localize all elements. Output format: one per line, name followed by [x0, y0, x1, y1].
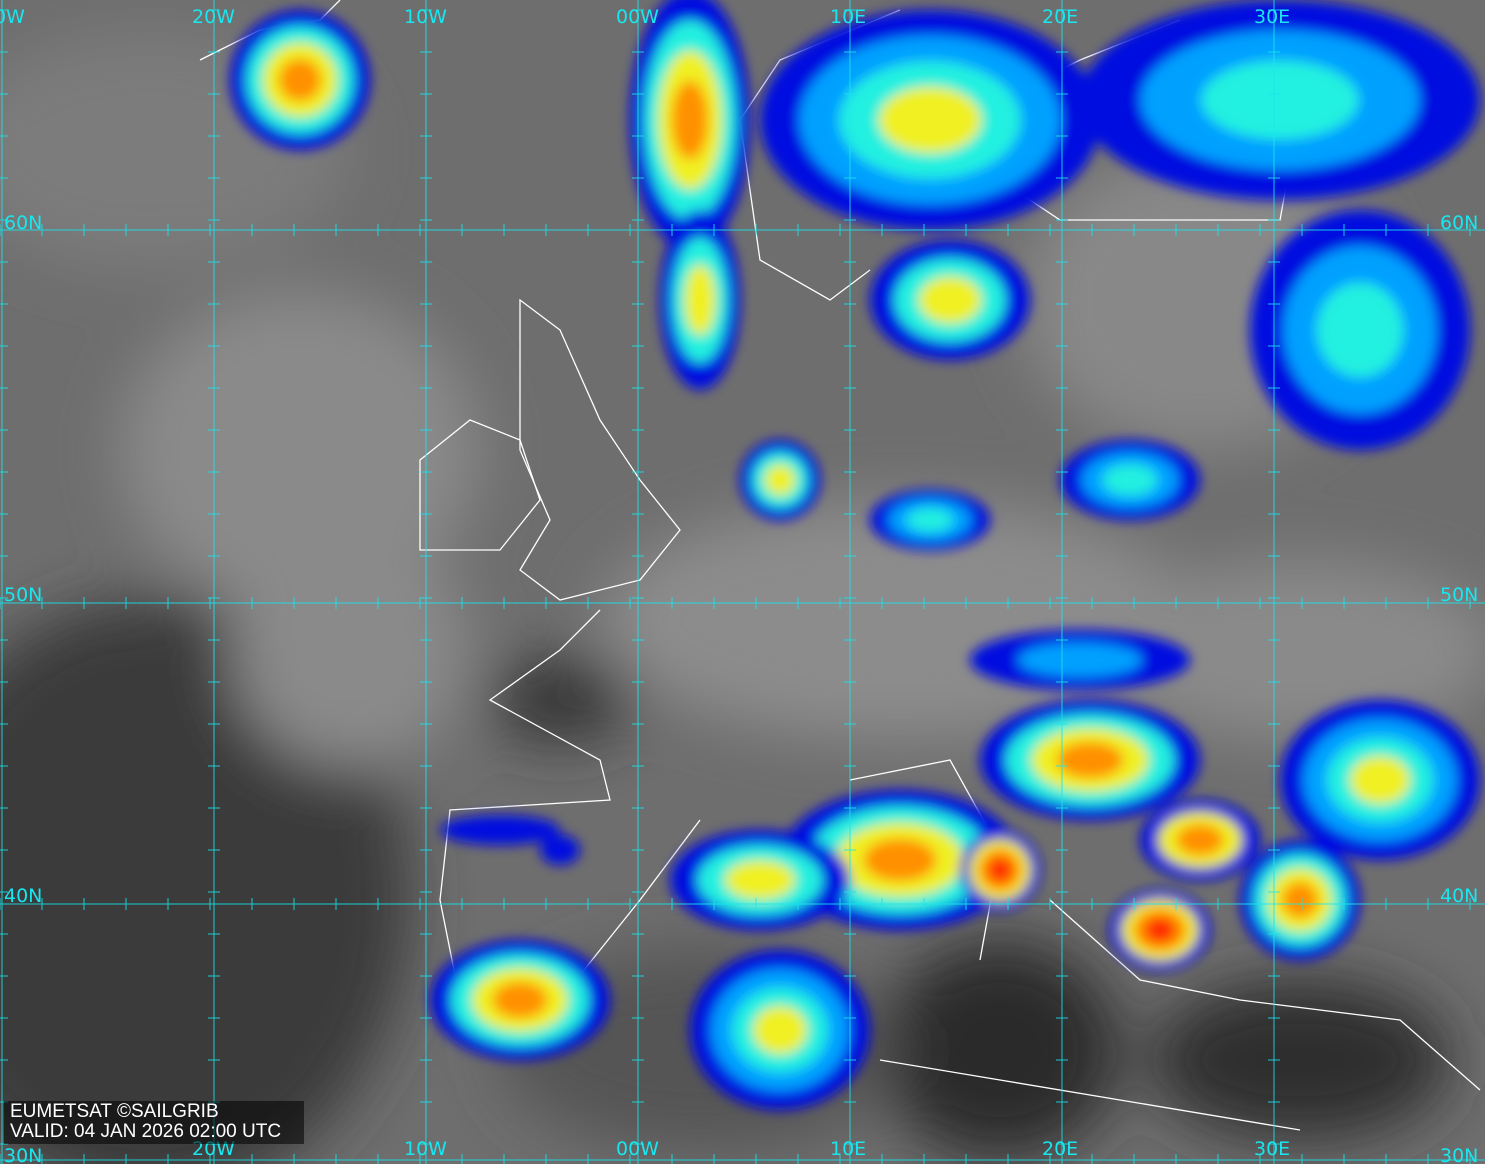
cloud-top — [684, 264, 716, 336]
lon-label-bottom: 20E — [1042, 1138, 1079, 1160]
cloud-top — [1102, 464, 1158, 496]
cloud-top — [1316, 282, 1404, 378]
lon-label-top: 10W — [404, 6, 447, 28]
cloud-top — [863, 838, 937, 882]
coastline — [879, 1059, 1301, 1131]
cloud-top — [540, 835, 580, 865]
lat-label-right: 50N — [1440, 584, 1479, 606]
lat-label-left: 50N — [4, 584, 43, 606]
lon-label-top: 30E — [1254, 6, 1291, 28]
coastline — [519, 298, 681, 601]
cloud-top — [724, 860, 796, 900]
cloud-shade — [1150, 980, 1450, 1140]
cloud-top — [492, 981, 548, 1019]
cloud-top — [918, 276, 982, 324]
cloud-top — [278, 58, 322, 102]
cloud-top — [987, 857, 1013, 883]
lon-label-bottom: 20W — [192, 1138, 235, 1160]
lon-label-top: 10E — [830, 6, 867, 28]
lat-label-left: 40N — [4, 885, 43, 907]
credit-box: EUMETSAT ©SAILGRIB VALID: 04 JAN 2026 02… — [4, 1101, 304, 1144]
lat-label-left: 60N — [4, 212, 43, 234]
cloud-top — [1144, 917, 1176, 943]
lon-label-bottom: 30E — [1254, 1138, 1291, 1160]
cloud-top — [1281, 881, 1319, 919]
colored-cloud-tops-layer — [230, 0, 1480, 1110]
lat-label-right: 60N — [1440, 212, 1479, 234]
lon-label-top: 00W — [616, 6, 659, 28]
cloud-shade — [230, 530, 470, 770]
valid-time: VALID: 04 JAN 2026 02:00 UTC — [10, 1121, 282, 1142]
credit-source: EUMETSAT ©SAILGRIB — [10, 1101, 219, 1122]
lat-label-left: 30N — [4, 1145, 43, 1164]
cloud-shade — [490, 660, 630, 740]
lon-label-top: 0W — [0, 6, 25, 28]
cloud-top — [752, 1005, 808, 1055]
cloud-shade — [120, 290, 480, 610]
lon-label-top: 20E — [1042, 6, 1079, 28]
cloud-top — [906, 508, 954, 532]
cloud-top — [1176, 824, 1224, 856]
lat-label-right: 40N — [1440, 885, 1479, 907]
lat-label-right: 30N — [1440, 1145, 1479, 1164]
cloud-shade — [1100, 560, 1485, 740]
cloud-top — [440, 815, 560, 845]
cloud-top — [1201, 60, 1359, 140]
cloud-top — [1056, 741, 1124, 779]
lon-label-bottom: 10E — [830, 1138, 867, 1160]
cloud-shade — [880, 940, 1120, 1160]
coastline — [419, 419, 541, 551]
cloud-top — [764, 464, 796, 496]
lon-label-top: 20W — [192, 6, 235, 28]
lon-label-bottom: 00W — [616, 1138, 659, 1160]
lon-label-bottom: 10W — [404, 1138, 447, 1160]
cloud-top — [1017, 643, 1143, 677]
cloud-top — [878, 86, 982, 154]
cloud-top — [671, 80, 709, 160]
cloud-top — [1349, 755, 1411, 805]
